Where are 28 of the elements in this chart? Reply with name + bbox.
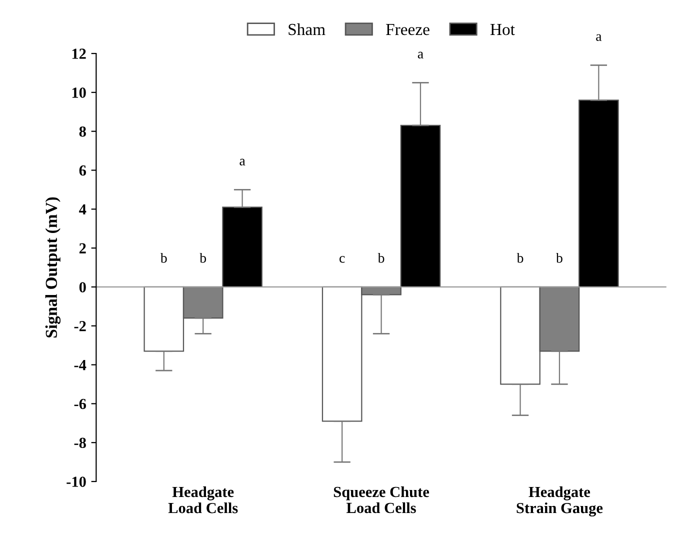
y-tick-label: 12 <box>72 48 86 59</box>
x-tick-label: Squeeze Chute Load Cells <box>334 486 430 514</box>
y-tick-label: 10 <box>72 88 86 98</box>
y-axis-title: Signal Output (mV) <box>45 197 61 338</box>
legend-label: Hot <box>490 24 515 36</box>
y-tick-label: 0 <box>79 282 86 292</box>
legend-label: Sham <box>288 23 326 36</box>
annotation: c <box>340 256 345 263</box>
y-tick-label: 4 <box>79 204 86 214</box>
y-tick-label: 6 <box>79 165 86 176</box>
annotation: a <box>418 52 424 58</box>
y-tick-label: -2 <box>74 321 86 332</box>
y-tick-label: 2 <box>79 243 86 254</box>
y-tick-label: -8 <box>74 438 86 448</box>
x-tick-label: Headgate Load Cells <box>168 486 238 514</box>
annotation: b <box>200 252 206 263</box>
y-tick-label: -4 <box>74 360 86 370</box>
y-tick-label: -10 <box>66 476 86 487</box>
x-tick-label: Headgate Strain Gauge <box>516 486 603 516</box>
annotation: b <box>556 252 562 263</box>
y-tick-label: 8 <box>79 126 86 137</box>
annotation: b <box>378 252 384 263</box>
annotation: b <box>160 252 167 263</box>
legend-label: Freeze <box>386 24 430 36</box>
y-tick-label: -6 <box>74 398 86 410</box>
text: a <box>596 34 602 41</box>
annotation: b <box>516 252 524 263</box>
annotation: a <box>240 158 246 166</box>
